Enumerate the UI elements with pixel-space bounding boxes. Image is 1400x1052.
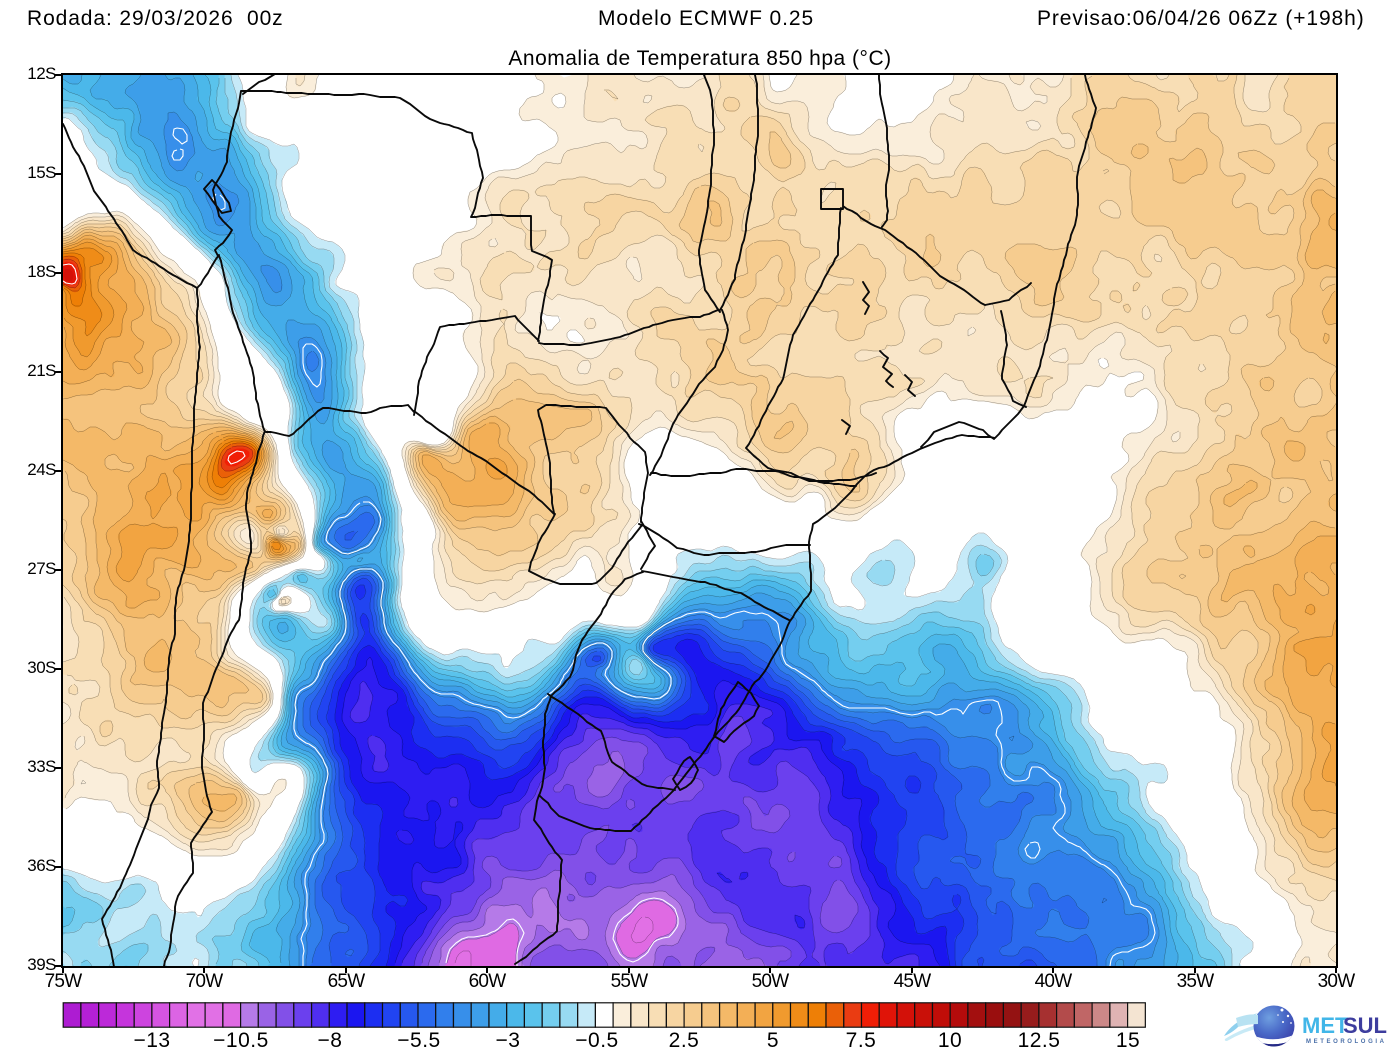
- svg-text:SUL: SUL: [1343, 1013, 1387, 1038]
- svg-text:MET: MET: [1302, 1013, 1349, 1038]
- svg-text:METEOROLOGIA: METEOROLOGIA: [1306, 1039, 1387, 1045]
